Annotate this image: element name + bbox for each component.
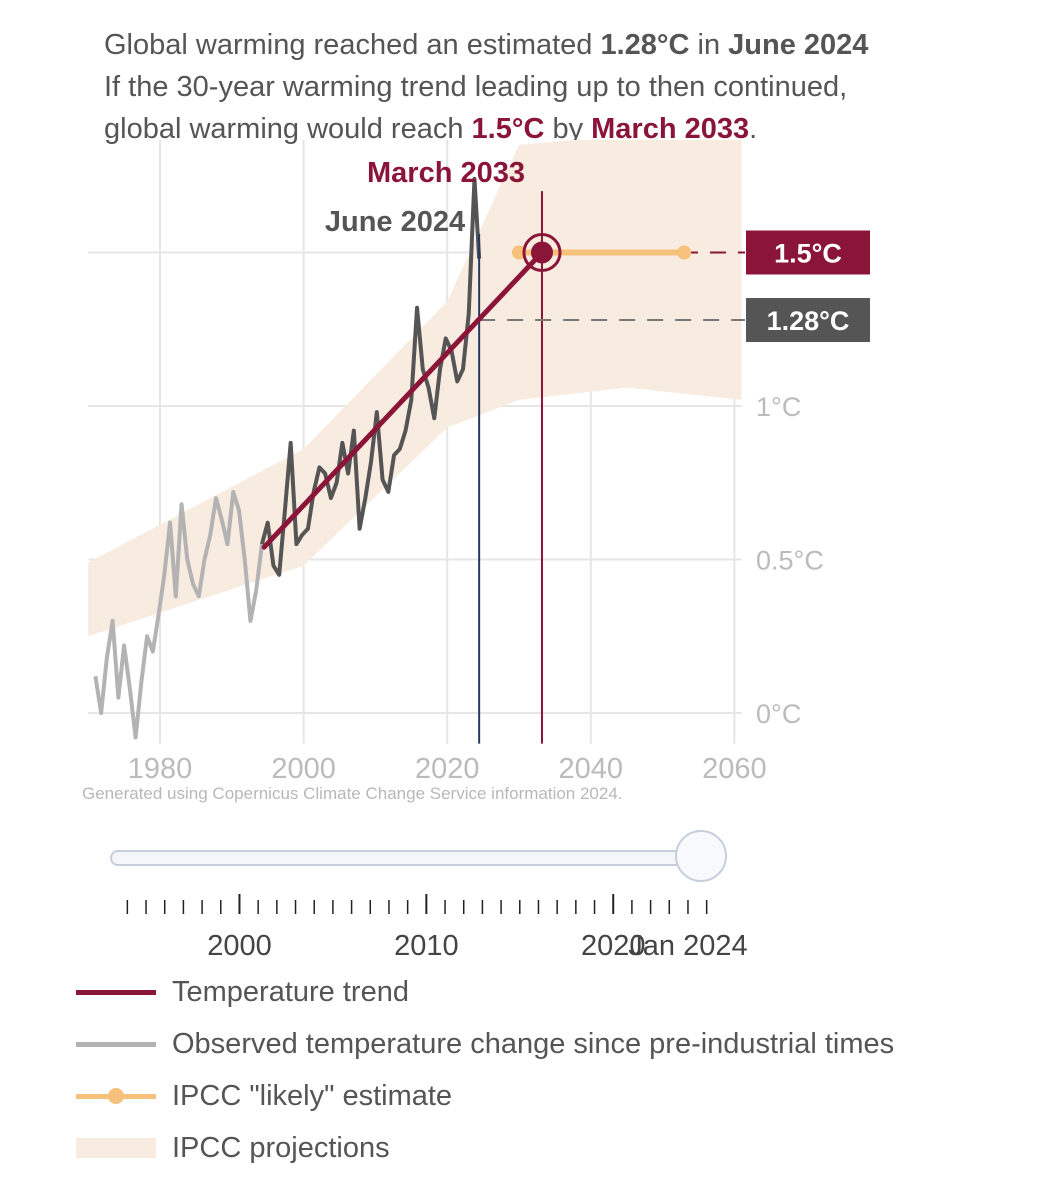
x-tick-label: 1980 <box>128 753 193 785</box>
legend-swatch-ipcc-likely <box>76 1086 158 1106</box>
current-date-label: June 2024 <box>325 206 465 238</box>
current-value-label: 1.28°C <box>767 306 850 336</box>
slider-track[interactable] <box>110 850 714 866</box>
headline-text: . <box>749 113 758 145</box>
headline-current-value: 1.28°C <box>600 29 690 61</box>
legend-item-ipcc-projections: IPCC projections <box>76 1122 956 1174</box>
headline-line-2: If the 30-year warming trend leading up … <box>104 71 848 103</box>
trend-line <box>261 250 545 550</box>
warming-chart: 0°C 0.5°C 1°C 1980 2000 2020 2040 2060 1.5°C 1.28… <box>88 140 870 785</box>
legend: Temperature trend Observed temperature c… <box>76 966 956 1174</box>
headline-line-1: Global warming reached an estimated 1.28… <box>104 24 1004 66</box>
target-point <box>530 241 553 264</box>
slider-tick-label: 2000 <box>207 930 272 962</box>
target-value-label: 1.5°C <box>774 239 842 269</box>
year-slider[interactable] <box>110 830 750 884</box>
legend-item-observed: Observed temperature change since pre-in… <box>76 1018 956 1070</box>
data-credit: Generated using Copernicus Climate Chang… <box>82 784 623 803</box>
ipcc-likely-point <box>677 245 692 260</box>
y-tick-label: 1°C <box>756 392 801 422</box>
legend-item-trend: Temperature trend <box>76 966 956 1018</box>
legend-label: Temperature trend <box>172 975 409 1008</box>
headline-current-date: June 2024 <box>728 29 869 61</box>
y-tick-label: 0°C <box>756 699 801 729</box>
slider-thumb[interactable] <box>675 830 728 882</box>
headline-text: global warming would reach <box>104 113 472 145</box>
slider-tick-label: Jan 2024 <box>628 930 748 962</box>
target-point-ring <box>522 233 562 272</box>
legend-swatch-trend <box>76 982 158 1002</box>
headline-target-value: 1.5°C <box>471 113 545 145</box>
observed-recent-series-line <box>260 176 482 577</box>
legend-label: IPCC "likely" estimate <box>172 1079 453 1112</box>
target-date-label: March 2033 <box>367 157 525 189</box>
ipcc-likely-point <box>512 245 526 260</box>
observed-series-line <box>93 489 264 740</box>
chart-headline: Global warming reached an estimated 1.28… <box>104 24 1004 150</box>
x-tick-label: 2000 <box>271 753 336 785</box>
headline-text: Global warming reached an estimated <box>104 29 601 61</box>
slider-tick-label: 2010 <box>394 930 459 962</box>
legend-swatch-ipcc-projections <box>76 1138 158 1158</box>
x-tick-label: 2040 <box>559 753 624 785</box>
legend-label: IPCC projections <box>172 1131 390 1164</box>
slider-tick-label: 2020 <box>580 930 646 962</box>
legend-swatch-observed <box>76 1034 158 1054</box>
y-tick-label: 0.5°C <box>756 546 824 576</box>
legend-item-ipcc-likely: IPCC "likely" estimate <box>76 1070 956 1122</box>
legend-label: Observed temperature change since pre-in… <box>172 1027 895 1060</box>
headline-text: in <box>689 29 729 61</box>
x-tick-label: 2060 <box>702 753 767 785</box>
x-tick-label: 2020 <box>415 753 480 785</box>
current-value-box <box>746 298 870 343</box>
slider-tick-axis <box>126 894 708 914</box>
target-value-box <box>746 230 870 275</box>
